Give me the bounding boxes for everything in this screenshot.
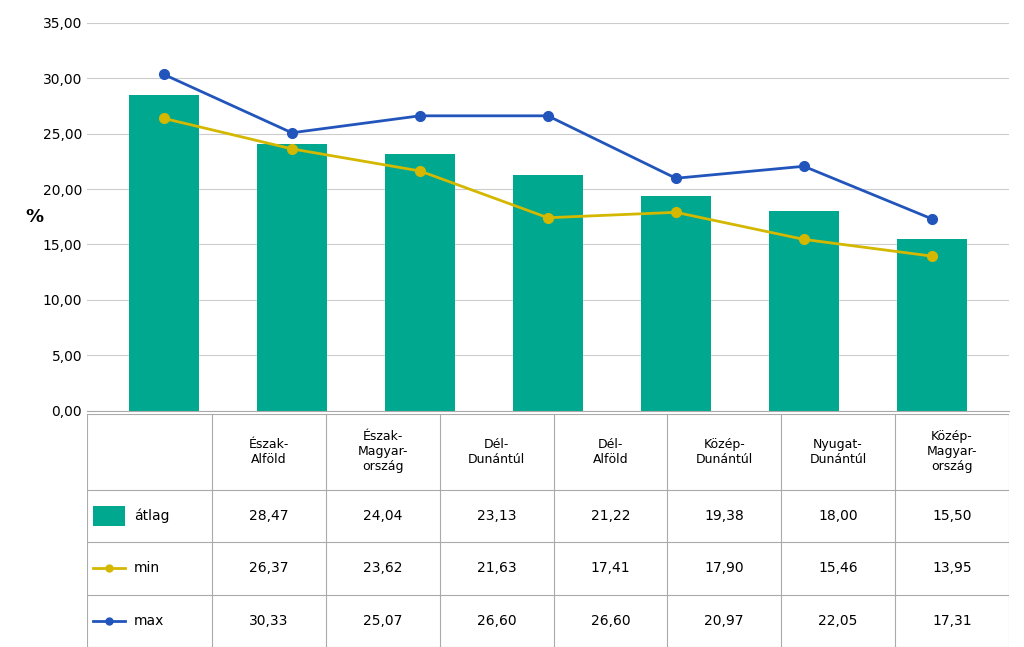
Bar xyxy=(641,196,711,411)
Text: Nyugat-
Dunántúl: Nyugat- Dunántúl xyxy=(809,438,866,466)
Text: Észak-
Alföld: Észak- Alföld xyxy=(249,438,289,466)
Text: 17,31: 17,31 xyxy=(932,614,972,628)
Bar xyxy=(385,154,455,411)
Text: 23,13: 23,13 xyxy=(477,509,516,523)
Text: 18,00: 18,00 xyxy=(818,509,858,523)
Text: Közép-
Magyar-
ország: Közép- Magyar- ország xyxy=(927,430,977,474)
Bar xyxy=(93,506,125,526)
Text: 17,90: 17,90 xyxy=(705,562,744,575)
Text: Dél-
Dunántúl: Dél- Dunántúl xyxy=(468,438,525,466)
Y-axis label: %: % xyxy=(26,208,43,226)
Bar xyxy=(513,175,583,411)
Bar xyxy=(129,95,199,411)
Text: 30,33: 30,33 xyxy=(250,614,289,628)
Bar xyxy=(257,144,327,411)
Bar xyxy=(897,239,967,411)
Text: 20,97: 20,97 xyxy=(705,614,744,628)
Text: 26,37: 26,37 xyxy=(249,562,289,575)
Text: 26,60: 26,60 xyxy=(477,614,516,628)
Text: 21,63: 21,63 xyxy=(477,562,516,575)
Text: 13,95: 13,95 xyxy=(932,562,972,575)
Text: átlag: átlag xyxy=(134,509,169,523)
Text: 23,62: 23,62 xyxy=(364,562,402,575)
Text: Dél-
Alföld: Dél- Alföld xyxy=(593,438,629,466)
Text: 22,05: 22,05 xyxy=(818,614,858,628)
Text: max: max xyxy=(134,614,164,628)
Text: 15,50: 15,50 xyxy=(932,509,972,523)
Text: 15,46: 15,46 xyxy=(818,562,858,575)
Text: Közép-
Dunántúl: Közép- Dunántúl xyxy=(695,438,753,466)
Text: 28,47: 28,47 xyxy=(249,509,289,523)
Text: 26,60: 26,60 xyxy=(591,614,630,628)
Text: 21,22: 21,22 xyxy=(591,509,630,523)
Text: 25,07: 25,07 xyxy=(364,614,402,628)
Text: 19,38: 19,38 xyxy=(705,509,744,523)
Bar xyxy=(769,211,839,411)
Text: min: min xyxy=(134,562,160,575)
Text: Észak-
Magyar-
ország: Észak- Magyar- ország xyxy=(357,430,409,474)
Text: 24,04: 24,04 xyxy=(364,509,402,523)
Text: 17,41: 17,41 xyxy=(591,562,630,575)
